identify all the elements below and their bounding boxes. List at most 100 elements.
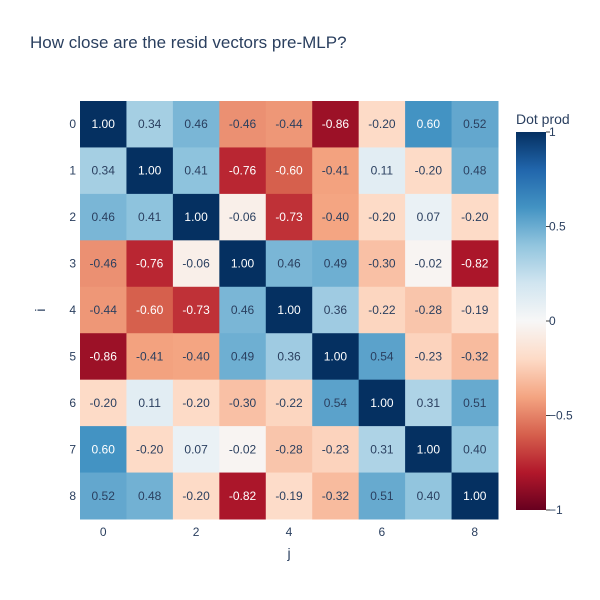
colorbar-ticks: 1 0.5 0 −0.5 −1 [546, 125, 573, 517]
cell-label-1-0: 0.34 [92, 164, 116, 178]
cell-label-0-3: -0.46 [229, 117, 257, 131]
heatmap-cell-7-2 [172, 426, 220, 474]
heatmap-cell-4-6 [358, 286, 406, 334]
heatmap-cell-4-3 [219, 286, 267, 334]
heatmap-cell-3-1 [126, 240, 174, 288]
heatmap-cell-2-7 [405, 193, 453, 241]
colorbar-tick-label: 0.5 [549, 220, 566, 234]
y-tick-label-3: 3 [69, 257, 76, 271]
cell-label-7-6: 0.31 [370, 442, 394, 456]
cell-label-2-7: 0.07 [417, 210, 441, 224]
cell-label-1-5: -0.41 [322, 164, 350, 178]
heatmap-cell-6-5 [312, 379, 360, 427]
heatmap-cell-7-7 [405, 426, 453, 474]
heatmap-cell-5-8 [451, 333, 499, 381]
heatmap-cell-4-1 [126, 286, 174, 334]
colorbar-tick-label: 1 [549, 125, 556, 139]
y-tick-label-1: 1 [69, 164, 76, 178]
cell-label-6-2: -0.20 [182, 396, 210, 410]
chart-title: How close are the resid vectors pre-MLP? [30, 33, 347, 52]
heatmap-cell-1-7 [405, 147, 453, 195]
heatmap-cell-7-8 [451, 426, 499, 474]
cell-label-4-4: 1.00 [277, 303, 301, 317]
cell-label-3-4: 0.46 [277, 257, 301, 271]
cell-label-2-8: -0.20 [461, 210, 489, 224]
cell-label-5-2: -0.40 [182, 349, 210, 363]
cell-label-0-0: 1.00 [92, 117, 116, 131]
colorbar-tick-label: −0.5 [549, 409, 573, 423]
heatmap-cell-4-4 [265, 286, 313, 334]
heatmap-cell-2-6 [358, 193, 406, 241]
heatmap-cell-0-1 [126, 101, 174, 148]
cell-label-4-0: -0.44 [90, 303, 118, 317]
heatmap-cell-8-8 [451, 472, 499, 520]
cell-label-6-6: 1.00 [370, 396, 394, 410]
y-tick-label-6: 6 [69, 396, 76, 410]
x-axis-ticks: 0 2 4 6 8 [100, 525, 479, 539]
cell-label-4-5: 0.36 [324, 303, 348, 317]
cell-label-7-0: 0.60 [92, 442, 116, 456]
heatmap-cell-5-3 [219, 333, 267, 381]
heatmap-cell-5-4 [265, 333, 313, 381]
heatmap-cell-7-4 [265, 426, 313, 474]
heatmap-cell-2-4 [265, 193, 313, 241]
heatmap-cell-8-5 [312, 472, 360, 520]
heatmap-cell-0-2 [172, 101, 220, 148]
cell-label-7-8: 0.40 [463, 442, 487, 456]
cell-label-0-6: -0.20 [368, 117, 396, 131]
heatmap-cell-6-2 [172, 379, 220, 427]
cell-label-5-0: -0.86 [90, 349, 118, 363]
y-tick-label-8: 8 [69, 489, 76, 503]
cell-label-5-3: 0.49 [231, 349, 255, 363]
y-axis-title: i [32, 308, 48, 311]
cell-label-4-7: -0.28 [415, 303, 443, 317]
heatmap-cell-2-3 [219, 193, 267, 241]
cell-label-0-2: 0.46 [184, 117, 208, 131]
cell-label-2-3: -0.06 [229, 210, 257, 224]
heatmap-cell-labels: 1.00 0.34 0.46 -0.46 -0.44 -0.86 -0.20 0.60 0.52… [90, 117, 489, 503]
cell-label-7-3: -0.02 [229, 442, 257, 456]
cell-label-5-8: -0.32 [461, 349, 489, 363]
cell-label-1-3: -0.76 [229, 164, 257, 178]
cell-label-0-4: -0.44 [275, 117, 303, 131]
cell-label-8-1: 0.48 [138, 489, 162, 503]
heatmap-cell-3-7 [405, 240, 453, 288]
heatmap-cell-5-6 [358, 333, 406, 381]
heatmap-cell-1-2 [172, 147, 220, 195]
heatmap-cell-6-0 [80, 379, 127, 427]
cell-label-8-2: -0.20 [182, 489, 210, 503]
heatmap-cell-0-8 [451, 101, 499, 148]
heatmap-cell-8-7 [405, 472, 453, 520]
heatmap-cell-4-0 [80, 286, 127, 334]
heatmap-cell-1-5 [312, 147, 360, 195]
cell-label-3-0: -0.46 [90, 257, 118, 271]
cell-label-1-8: 0.48 [463, 164, 487, 178]
heatmap-cells [80, 101, 499, 520]
cell-label-8-5: -0.32 [322, 489, 350, 503]
cell-label-5-7: -0.23 [415, 349, 443, 363]
cell-label-2-4: -0.73 [275, 210, 303, 224]
cell-label-7-5: -0.23 [322, 442, 350, 456]
heatmap-cell-0-7 [405, 101, 453, 148]
heatmap-cell-8-4 [265, 472, 313, 520]
colorbar-tick-label: 0 [549, 314, 556, 328]
y-tick-label-7: 7 [69, 442, 76, 456]
cell-label-3-3: 1.00 [231, 257, 255, 271]
colorbar-tick-label: −1 [549, 503, 563, 517]
cell-label-5-4: 0.36 [277, 349, 301, 363]
heatmap-cell-5-1 [126, 333, 174, 381]
cell-label-1-4: -0.60 [275, 164, 303, 178]
heatmap-cell-0-0 [80, 101, 127, 148]
cell-label-6-4: -0.22 [275, 396, 303, 410]
x-tick-label-2: 2 [193, 525, 200, 539]
cell-label-0-7: 0.60 [417, 117, 441, 131]
heatmap-cell-1-3 [219, 147, 267, 195]
heatmap-cell-7-6 [358, 426, 406, 474]
cell-label-2-2: 1.00 [184, 210, 208, 224]
heatmap-cell-7-0 [80, 426, 127, 474]
heatmap-cell-3-5 [312, 240, 360, 288]
cell-label-0-1: 0.34 [138, 117, 162, 131]
cell-label-4-3: 0.46 [231, 303, 255, 317]
cell-label-7-7: 1.00 [417, 442, 441, 456]
